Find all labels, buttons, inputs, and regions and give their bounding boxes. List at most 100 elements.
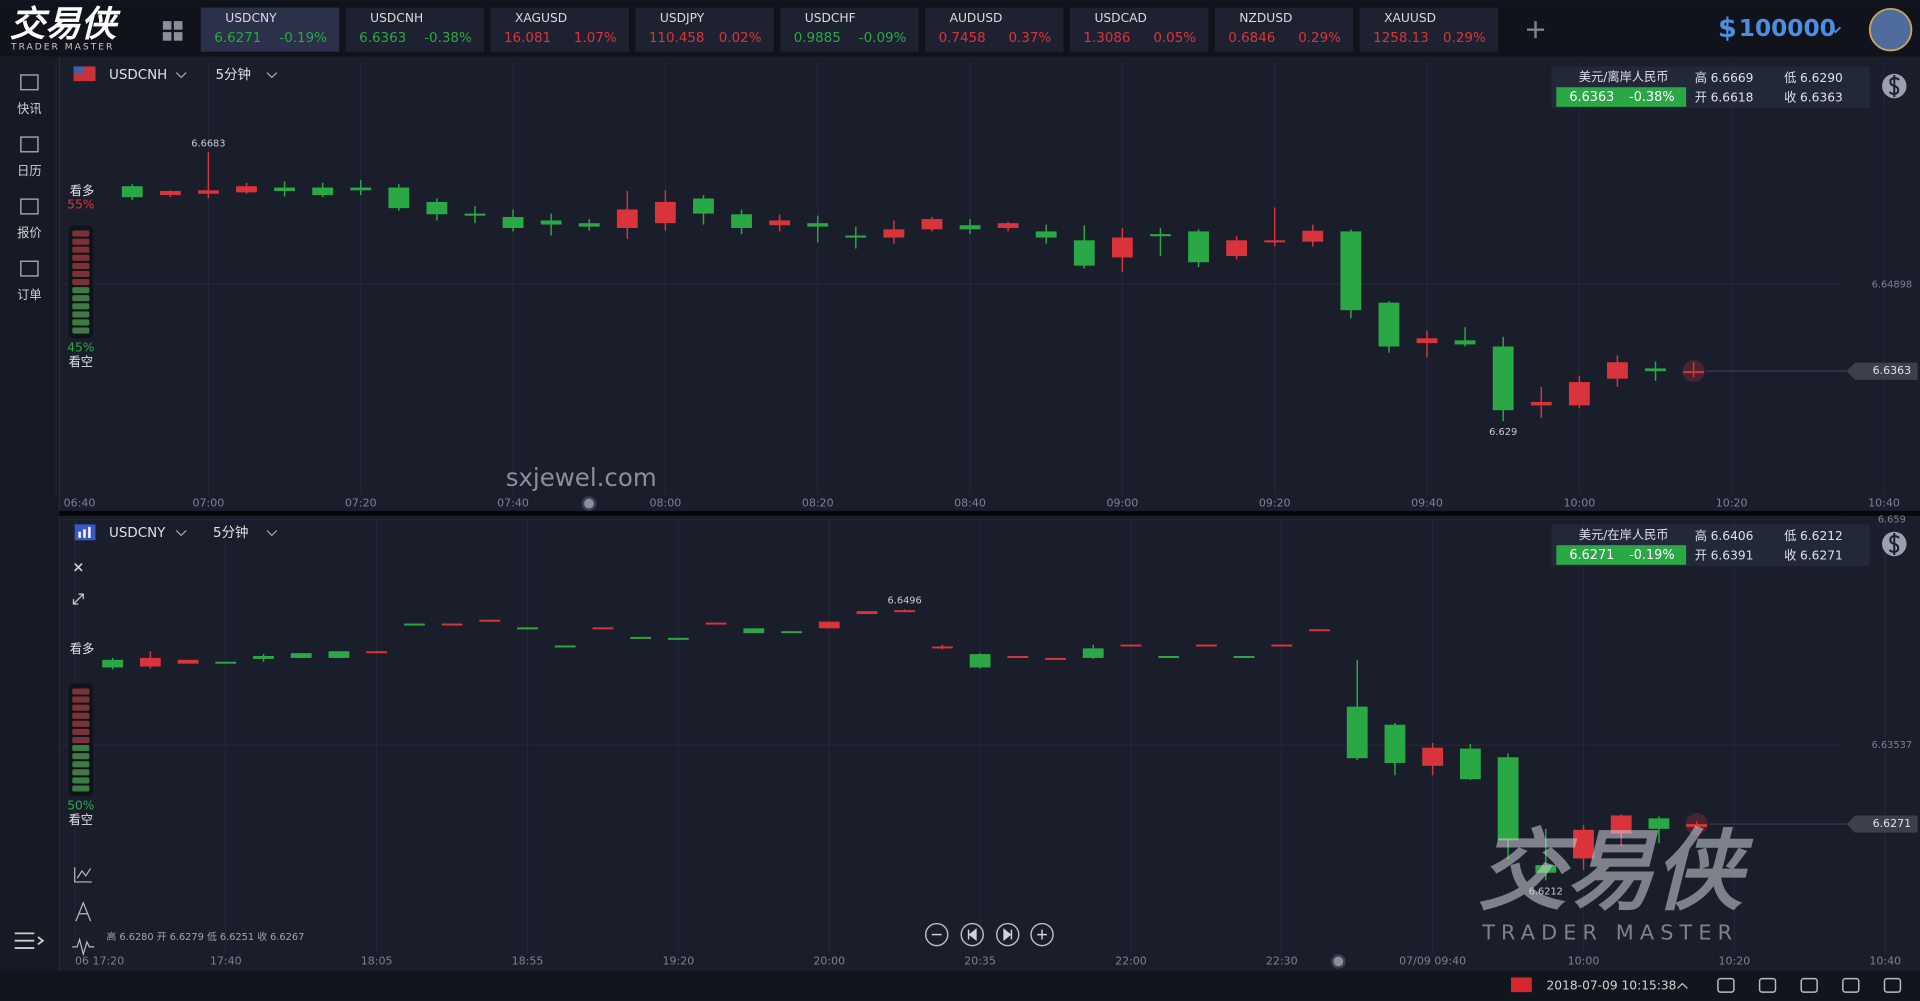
candle-body: [667, 637, 689, 640]
info-stat-label: 高: [1695, 70, 1707, 85]
chart-type-bar: [83, 529, 86, 538]
sentiment-segment: [72, 278, 90, 286]
chart-period[interactable]: 5分钟: [213, 524, 248, 541]
avatar[interactable]: [1868, 7, 1913, 52]
ticker-symbol: AUDUSD: [950, 11, 1003, 25]
candle-body: [1302, 230, 1324, 242]
timeline-scroll[interactable]: [581, 496, 597, 511]
expand-icon[interactable]: [72, 593, 84, 605]
timeline-scroll[interactable]: [1331, 954, 1346, 969]
nav-button[interactable]: [924, 922, 949, 947]
footer-icon[interactable]: [1717, 977, 1735, 993]
x-tick-label: 07:20: [345, 497, 377, 510]
ticker-card[interactable]: [200, 7, 340, 52]
ticker-card[interactable]: [1359, 7, 1499, 52]
ticker-price: 6.6271: [214, 31, 261, 46]
x-tick-label: 17:40: [210, 955, 242, 968]
chart-period[interactable]: 5分钟: [216, 66, 251, 83]
candle-body: [215, 661, 237, 664]
bull-label: 看多: [70, 642, 94, 656]
wave-icon[interactable]: [72, 937, 95, 957]
indicator-icon[interactable]: [74, 867, 92, 883]
period-chevron[interactable]: [266, 530, 278, 537]
footer-icon[interactable]: [1800, 977, 1818, 993]
footer-icon[interactable]: [1842, 977, 1860, 993]
nav-button[interactable]: [1030, 922, 1054, 947]
grid-icon[interactable]: [162, 21, 172, 30]
footer-icon[interactable]: [1883, 977, 1902, 993]
info-stat-value: 6.6618: [1711, 91, 1754, 105]
sidebar-icon[interactable]: [20, 136, 39, 153]
bear-label: 看空: [69, 813, 93, 827]
candle-body: [502, 217, 524, 228]
candle-body: [464, 213, 486, 216]
status-line: 高 6.6280 开 6.6279 低 6.6251 收 6.6267: [107, 930, 305, 943]
x-tick-label: 10:00: [1568, 955, 1600, 968]
candle-body: [578, 223, 600, 227]
ticker-card[interactable]: [635, 7, 774, 52]
footer-flag: [1511, 977, 1532, 993]
candle-body: [1340, 231, 1362, 311]
ticker-card[interactable]: [490, 7, 629, 52]
chart-symbol[interactable]: USDCNH: [109, 68, 167, 83]
candle-body: [630, 636, 652, 639]
sentiment-segment: [72, 745, 90, 752]
candle-body: [818, 621, 840, 629]
ticker-card[interactable]: [1214, 7, 1354, 52]
add-button[interactable]: [1526, 21, 1545, 39]
x-tick-label: 22:30: [1266, 955, 1298, 968]
candle-body: [290, 653, 312, 658]
ticker-change: 1.07%: [574, 31, 617, 46]
candle-body: [177, 659, 199, 664]
candle-body: [693, 198, 714, 214]
ticker-card[interactable]: [345, 7, 485, 52]
balance-chevron[interactable]: [1829, 26, 1842, 34]
ticker-card[interactable]: [1069, 7, 1209, 52]
balance: 100000: [1739, 15, 1836, 42]
brand-watermark: 交易侠: [1478, 819, 1754, 922]
ticker-change: 0.37%: [1008, 31, 1051, 46]
last-price-label: 6.6271: [1873, 817, 1912, 830]
ticker-symbol: USDCNY: [225, 11, 277, 25]
nav-button[interactable]: [996, 922, 1020, 947]
info-price: 6.6271: [1569, 548, 1614, 563]
ticker-change: 0.29%: [1298, 31, 1341, 46]
candle-body: [1082, 648, 1104, 658]
grid-icon[interactable]: [173, 32, 183, 41]
symbol-chevron[interactable]: [175, 72, 187, 79]
draw-icon[interactable]: [75, 901, 92, 922]
symbol-chevron[interactable]: [175, 530, 187, 537]
footer-icon[interactable]: [1758, 977, 1777, 993]
ticker-price: 0.7458: [939, 31, 986, 46]
sentiment-segment: [72, 287, 90, 294]
sidebar-icon[interactable]: [20, 74, 39, 91]
sentiment-segment: [72, 696, 90, 703]
candle-body: [479, 619, 501, 622]
info-stat-value: 6.6669: [1711, 71, 1754, 85]
candle-body: [921, 219, 943, 230]
grid-icon[interactable]: [162, 32, 172, 41]
ticker-card[interactable]: [925, 7, 1064, 52]
grid-icon[interactable]: [173, 21, 183, 30]
x-tick-label: 20:35: [964, 955, 996, 968]
ticker-card[interactable]: [780, 7, 919, 52]
sidebar-icon[interactable]: [20, 260, 39, 277]
sentiment-segment: [72, 720, 90, 727]
period-chevron[interactable]: [266, 72, 278, 79]
last-price-tag: [1846, 362, 1918, 380]
candle-body: [274, 187, 295, 191]
candle-body: [540, 220, 562, 225]
high-label: 6.6683: [191, 138, 225, 149]
menu-icon[interactable]: [14, 932, 45, 949]
candle-body: [743, 628, 765, 634]
footer-chevron[interactable]: [1677, 982, 1688, 989]
nav-button[interactable]: [960, 922, 985, 947]
chart-symbol[interactable]: USDCNY: [109, 526, 166, 541]
close-icon[interactable]: [74, 562, 83, 572]
candle-body: [139, 657, 161, 667]
candle-body: [1150, 234, 1171, 237]
sidebar-icon[interactable]: [20, 198, 39, 215]
candle-body: [159, 190, 181, 196]
